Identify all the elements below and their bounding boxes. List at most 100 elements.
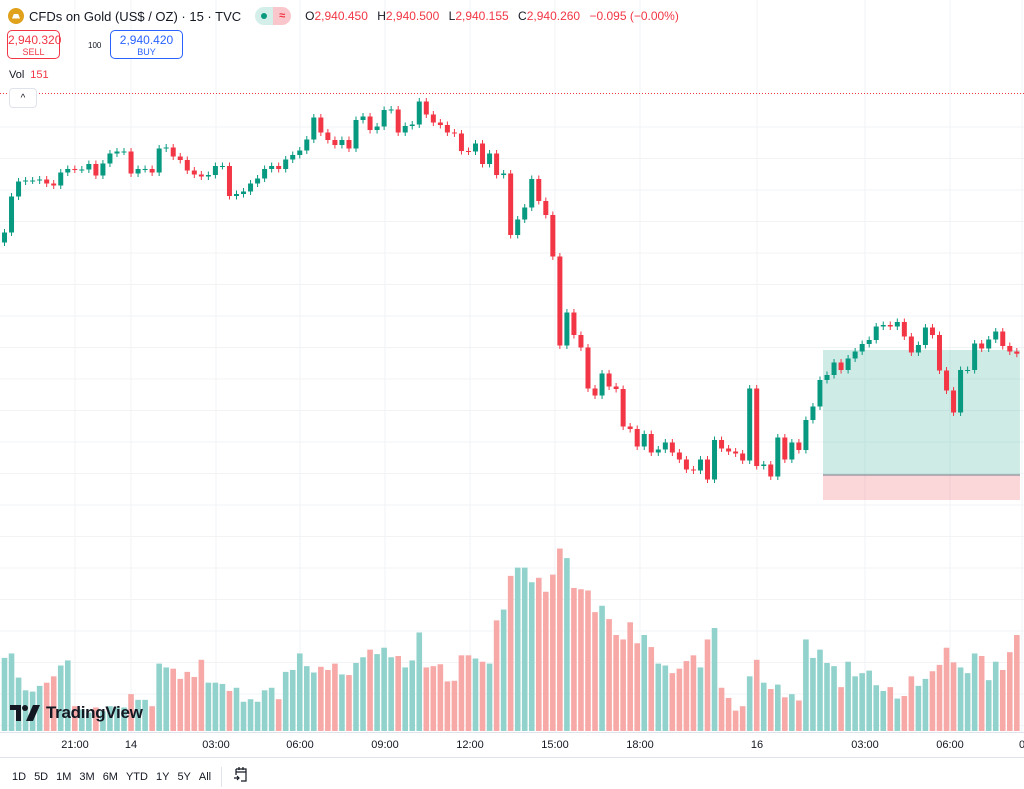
volume-bar [311,672,317,731]
time-axis-label: 09:00 [371,739,399,751]
volume-bar [964,673,971,731]
candle-body [325,132,331,140]
volume-bar [845,661,851,731]
volume-bar [648,647,655,731]
volume-bar [212,682,219,731]
volume-bar [999,669,1006,731]
candle-body [894,322,900,327]
volume-bar [543,591,549,731]
volume-bar [683,661,690,731]
candle-body [332,140,338,145]
volume-bar [170,668,177,731]
range-button-ytd[interactable]: YTD [125,770,148,783]
volume-bar [1006,652,1013,731]
volume-bar [775,684,781,731]
volume-label: Vol [9,69,25,81]
candle-body [676,452,682,460]
volume-bar [789,694,795,731]
candle-body [430,114,436,123]
candle-body [451,132,457,134]
volume-bar [43,682,50,731]
candle-body [958,370,964,413]
candle-body [880,325,886,327]
time-axis-label: 12:00 [456,739,484,751]
volume-bar [402,667,409,731]
range-selector: 1D 5D 1M 3M 6M YTD 1Y 5Y All [8,766,250,787]
candle-body [86,164,92,170]
collapse-legend-button[interactable]: ^ [9,88,37,108]
time-axis-label: 06:00 [936,739,964,751]
volume-bar [725,697,732,731]
delayed-data-icon: ≈ [273,7,292,25]
volume-bar [430,666,437,731]
candle-body [845,358,851,370]
candle-body [381,110,387,127]
volume-bar [458,655,465,731]
buy-button[interactable]: 2,940.420 BUY [110,30,183,59]
candle-body [184,160,190,171]
range-button-1d[interactable]: 1D [12,770,27,783]
volume-bar [690,655,697,731]
position-profit-zone [823,350,1020,475]
tradingview-logo-icon [10,705,40,721]
sell-price: 2,940.320 [8,33,62,47]
range-button-all[interactable]: All [198,770,212,783]
candle-body [929,327,935,335]
range-button-1y[interactable]: 1Y [155,770,170,783]
volume-bar [86,712,92,731]
candle-body [360,116,366,120]
volume-bar [451,680,458,731]
market-status[interactable]: ≈ [255,7,292,25]
volume-bar [296,653,303,731]
calendar-arrow-icon[interactable] [232,766,250,787]
candle-body [655,449,661,453]
candle-body [501,173,507,175]
time-axis-label: 21:00 [61,739,89,751]
time-axis-label: 03:00 [851,739,879,751]
range-button-1m[interactable]: 1M [56,770,72,783]
volume-bar [500,609,507,731]
candle-body [908,336,914,353]
candle-body [733,451,739,454]
candle-body [114,151,120,154]
tradingview-logo[interactable]: TradingView [10,703,143,723]
time-axis-label: 18:00 [626,739,654,751]
time-axis[interactable]: 21:00 14 03:00 06:00 09:00 12:00 15:00 18:00 16 0… [0,732,1024,758]
candle-body [212,166,218,175]
price-chart[interactable] [0,0,1024,732]
buy-price: 2,940.420 [119,33,174,47]
candle-body [37,179,43,181]
volume-bar [233,687,240,731]
candles [2,98,1020,483]
candle-body [697,459,703,471]
range-button-3m[interactable]: 3M [79,770,95,783]
volume-bar [978,655,985,731]
candle-body [269,166,275,169]
candle-body [128,151,134,174]
volume-bar [957,667,964,731]
spread-value: 100 [88,41,102,50]
candle-body [423,101,429,115]
range-button-6m[interactable]: 6M [102,770,118,783]
candle-body [831,362,837,375]
candle-body [205,175,211,177]
candle-body [23,180,29,182]
volume-bar [767,689,774,731]
volume-bar [191,676,198,731]
close-label: C [518,9,527,23]
volume-bar [585,590,591,731]
candle-body [480,143,486,164]
range-button-5d[interactable]: 5D [34,770,49,783]
candle-body [669,442,675,453]
candle-body [402,126,408,133]
sell-button[interactable]: 2,940.320 SELL [7,30,62,59]
candle-body [374,126,380,130]
range-button-5y[interactable]: 5Y [177,770,191,783]
symbol-title[interactable]: CFDs on Gold (US$ / OZ) · 15 · TVC [29,8,242,24]
candle-body [936,335,942,371]
candle-body [191,170,197,175]
candle-body [810,406,816,420]
candle-body [142,169,148,170]
candle-body [529,179,535,208]
candle-body [51,183,57,186]
